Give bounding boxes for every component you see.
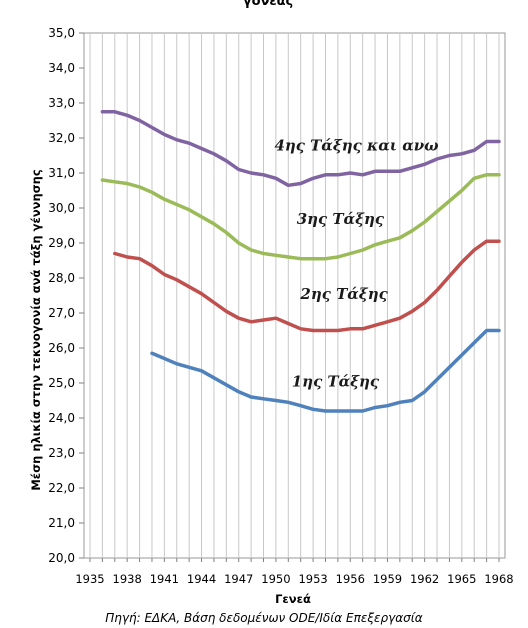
series-line-1 (100, 110, 501, 188)
series-label-3: 2ης Τάξης (299, 285, 388, 303)
y-tick-label: 21,0 (48, 516, 75, 530)
y-tick-label: 24,0 (48, 411, 75, 425)
y-tick-label: 34,0 (48, 61, 75, 75)
x-tick-label: 1956 (336, 572, 365, 586)
y-tick-label: 32,0 (48, 131, 75, 145)
y-axis-label: Μέση ηλικία στην τεκνογονία ανά τάξη γέν… (29, 169, 43, 491)
x-tick-label: 1953 (298, 572, 327, 586)
chart-title: γονέας (243, 0, 294, 9)
series-label-4: 1ης Τάξης (292, 373, 380, 391)
series-line-3 (113, 239, 501, 333)
y-tick-label: 35,0 (48, 26, 75, 40)
x-tick-label: 1938 (113, 572, 142, 586)
gridlines (89, 33, 500, 558)
y-tick-label: 22,0 (48, 481, 75, 495)
axes (79, 32, 500, 562)
series-label-2: 3ης Τάξης (297, 210, 385, 228)
y-tick-label: 20,0 (48, 551, 75, 565)
y-tick-label: 26,0 (48, 341, 75, 355)
y-tick-label: 30,0 (48, 201, 75, 215)
source-note: Πηγή: ΕΔΚΑ, Βάση δεδομένων ODE/Ιδία Επεξ… (105, 611, 423, 625)
y-tick-label: 31,0 (48, 166, 75, 180)
series-lines (100, 110, 501, 413)
x-axis-label: Γενεά (275, 592, 311, 606)
y-tick-label: 27,0 (48, 306, 75, 320)
x-tick-label: 1944 (187, 572, 216, 586)
y-tick-label: 33,0 (48, 96, 75, 110)
plot-area (83, 32, 506, 559)
y-tick-label: 23,0 (48, 446, 75, 460)
series-label-1: 4ης Τάξης και ανω (274, 136, 438, 154)
series-labels: 4ης Τάξης και ανω 3ης Τάξης 2ης Τάξης 1ης Τ… (274, 136, 438, 390)
y-tick-label: 28,0 (48, 271, 75, 285)
y-tick-label: 25,0 (48, 376, 75, 390)
x-tick-label: 1959 (373, 572, 402, 586)
y-tick-label: 29,0 (48, 236, 75, 250)
series-line-4 (150, 328, 501, 413)
x-tick-label: 1965 (447, 572, 476, 586)
x-tick-label: 1962 (410, 572, 439, 586)
x-tick-label: 1947 (224, 572, 253, 586)
x-tick-labels: 1935 1938 1941 1944 1947 1950 1953 1956 1959 1962… (75, 572, 513, 586)
y-tick-labels: 20,0 21,0 22,0 23,0 24,0 25,0 26,0 27,0 28,0 29,0… (48, 26, 75, 565)
x-tick-label: 1941 (150, 572, 179, 586)
series-line-2 (100, 173, 501, 261)
x-tick-label: 1968 (484, 572, 513, 586)
x-tick-label: 1950 (261, 572, 290, 586)
x-tick-label: 1935 (75, 572, 104, 586)
